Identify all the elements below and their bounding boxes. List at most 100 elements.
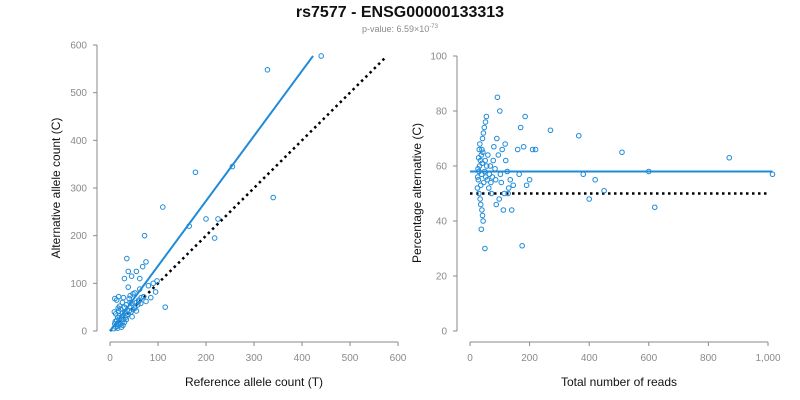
plot2-data-point — [495, 152, 502, 158]
plot2-y-tick-label: 80 — [436, 107, 448, 118]
plot1-y-tick-label: 500 — [70, 88, 87, 99]
plot2-data-point — [489, 174, 496, 180]
plot2-data-point — [491, 143, 497, 150]
plot2-data-point — [480, 149, 486, 156]
plot1-x-tick-label: 200 — [198, 353, 215, 364]
plot2-data-point — [508, 207, 515, 213]
plot2-data-point — [488, 179, 494, 186]
plot1-data-point — [318, 53, 325, 59]
plot1-data-point — [203, 216, 209, 222]
plot2-data-point — [726, 154, 733, 161]
plot1-data-point — [133, 308, 140, 314]
plot1-x-tick-label: 300 — [246, 353, 263, 364]
plot2-data-point — [575, 132, 582, 139]
plot1-data-point — [132, 305, 138, 311]
plot2-y-tick-label: 100 — [430, 52, 447, 63]
plot1-y-tick-label: 0 — [81, 327, 87, 338]
plot2-data-point — [510, 182, 517, 189]
plot2-data-point — [494, 94, 501, 101]
plot1-data-point — [120, 294, 127, 301]
plot2-x-tick-label: 1,000 — [755, 353, 780, 364]
plot2-x-tick-label: 0 — [467, 353, 473, 364]
plot2-data-point — [477, 182, 484, 189]
plot1-data-point — [162, 304, 168, 310]
plot1-data-point — [125, 268, 132, 275]
plot2-data-point — [492, 165, 498, 172]
plot1-data-point — [137, 300, 144, 307]
plot2-data-point — [479, 212, 486, 219]
plot2-data-point — [478, 171, 485, 178]
plot2-data-point — [501, 190, 508, 197]
plot1-data-point — [270, 194, 277, 201]
plot1-x-tick-label: 600 — [390, 353, 407, 364]
plot2-data-point — [517, 124, 524, 131]
plot2-data-point — [502, 157, 509, 164]
plot2-data-point — [479, 207, 485, 213]
plot2-data-point — [580, 171, 587, 178]
plot2-data-point — [476, 190, 482, 197]
plot1-data-point — [154, 278, 160, 284]
plot2-data-point — [619, 149, 625, 156]
plot2-data-point — [601, 187, 607, 194]
plot2-y-tick-label: 0 — [441, 327, 447, 338]
plot2-data-point — [500, 207, 507, 213]
plot2-data-point — [493, 201, 500, 208]
plot2-data-point — [478, 226, 485, 233]
plot2-data-point — [502, 141, 508, 147]
plot1-data-point — [192, 169, 199, 176]
plot2-y-tick-label: 60 — [436, 162, 448, 173]
plot2-data-point — [479, 160, 486, 167]
plot1-data-point — [143, 298, 149, 305]
plot2-data-point — [475, 176, 482, 183]
plot2-data-point — [519, 242, 525, 249]
chart-subtitle: p-value: 6.59×10-73 — [0, 24, 800, 34]
plot1-data-point — [264, 66, 271, 73]
plot2-data-point — [586, 196, 593, 202]
plot1-data-point — [131, 304, 137, 310]
plot1-data-point — [148, 294, 154, 301]
plot1-data-point — [140, 293, 147, 300]
plot2-data-point — [532, 146, 539, 153]
plot2-data-point — [480, 130, 487, 136]
plot2-data-point — [497, 108, 503, 114]
plot2-data-point — [492, 176, 499, 183]
plot2-data-point — [499, 146, 505, 153]
plot1-data-point — [211, 235, 218, 241]
plot2-data-point — [477, 201, 484, 208]
plot1-data-point — [126, 295, 132, 302]
plot1-data-point — [115, 305, 121, 311]
plot2-data-point — [481, 124, 488, 131]
plot2-data-point — [487, 163, 494, 169]
plot1-y-axis-label: Alternative allele count (C) — [49, 118, 63, 259]
plot2-data-point — [498, 179, 505, 186]
plot2-data-point — [482, 157, 488, 164]
plot1-y-tick-label: 400 — [70, 136, 87, 147]
plot1-data-point — [128, 273, 135, 279]
plot1-x-tick-label: 0 — [107, 353, 113, 364]
plot1-data-point — [152, 289, 159, 295]
plot1-data-point — [160, 204, 166, 210]
plot2-data-point — [475, 154, 482, 161]
plot2-data-point — [522, 113, 528, 120]
plot1-data-point — [120, 322, 126, 329]
plot1-y-tick-label: 600 — [70, 41, 87, 52]
plot2-data-point — [482, 119, 489, 125]
plot2-x-tick-label: 800 — [700, 353, 717, 364]
plot1-y-tick-label: 200 — [70, 231, 87, 242]
plot2-data-point — [516, 171, 522, 178]
plot1-data-point — [143, 259, 149, 265]
plot1-data-point — [124, 255, 130, 262]
plot1-data-point — [129, 313, 135, 320]
plot2-data-point — [505, 185, 512, 191]
plot1-data-point — [114, 325, 121, 331]
plot2-data-point — [484, 176, 491, 183]
plot1-data-point — [215, 216, 221, 222]
plot1-data-point — [139, 263, 146, 270]
plot2-data-point — [482, 174, 489, 180]
plot2-data-point — [485, 185, 492, 191]
plot1-x-tick-label: 500 — [342, 353, 359, 364]
plot2-data-point — [592, 176, 598, 183]
plot2-y-tick-label: 20 — [436, 272, 448, 283]
plot2-data-point — [514, 146, 521, 153]
